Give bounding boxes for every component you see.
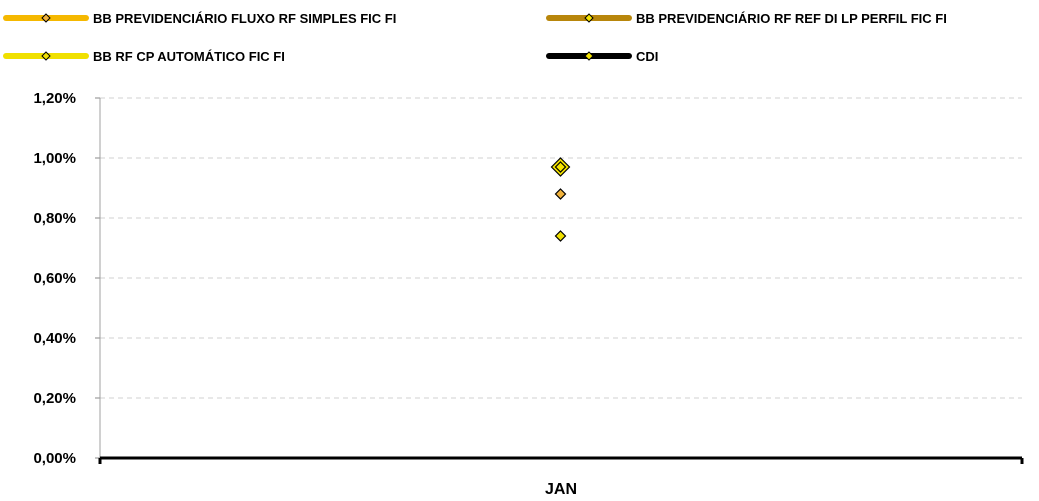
- legend-label: BB RF CP AUTOMÁTICO FIC FI: [93, 49, 285, 64]
- legend-label: CDI: [636, 49, 658, 64]
- y-tick-label: 1,00%: [33, 150, 76, 167]
- legend-item: CDI: [546, 49, 658, 64]
- legend-swatch-marker: [584, 13, 594, 23]
- y-tick-label: 0,80%: [33, 210, 76, 227]
- data-points: [550, 157, 571, 242]
- legend-label: BB PREVIDENCIÁRIO FLUXO RF SIMPLES FIC F…: [93, 11, 396, 26]
- legend-label: BB PREVIDENCIÁRIO RF REF DI LP PERFIL FI…: [636, 11, 947, 26]
- x-category-label: JAN: [545, 481, 577, 498]
- legend-swatch-marker: [41, 51, 51, 61]
- data-point-marker: [554, 161, 567, 173]
- legend-item: BB RF CP AUTOMÁTICO FIC FI: [3, 49, 285, 64]
- data-point-marker: [554, 188, 567, 200]
- gridlines: [95, 97, 1022, 459]
- legend: BB PREVIDENCIÁRIO FLUXO RF SIMPLES FIC F…: [3, 11, 947, 64]
- legend-swatch-marker: [41, 13, 51, 23]
- y-tick-label: 0,60%: [33, 270, 76, 287]
- axes: [98, 98, 1024, 464]
- y-tick-labels: 0,00% 0,20% 0,40% 0,60% 0,80% 1,00% 1,20%: [33, 90, 76, 467]
- y-tick-label: 0,20%: [33, 390, 76, 407]
- y-tick-label: 0,40%: [33, 330, 76, 347]
- legend-item: BB PREVIDENCIÁRIO FLUXO RF SIMPLES FIC F…: [3, 11, 396, 26]
- data-point-marker: [554, 230, 567, 242]
- legend-item: BB PREVIDENCIÁRIO RF REF DI LP PERFIL FI…: [546, 11, 947, 26]
- y-tick-label: 1,20%: [33, 90, 76, 107]
- x-category-labels: JAN: [545, 481, 577, 498]
- legend-swatch-marker: [584, 51, 594, 61]
- y-tick-label: 0,00%: [33, 450, 76, 467]
